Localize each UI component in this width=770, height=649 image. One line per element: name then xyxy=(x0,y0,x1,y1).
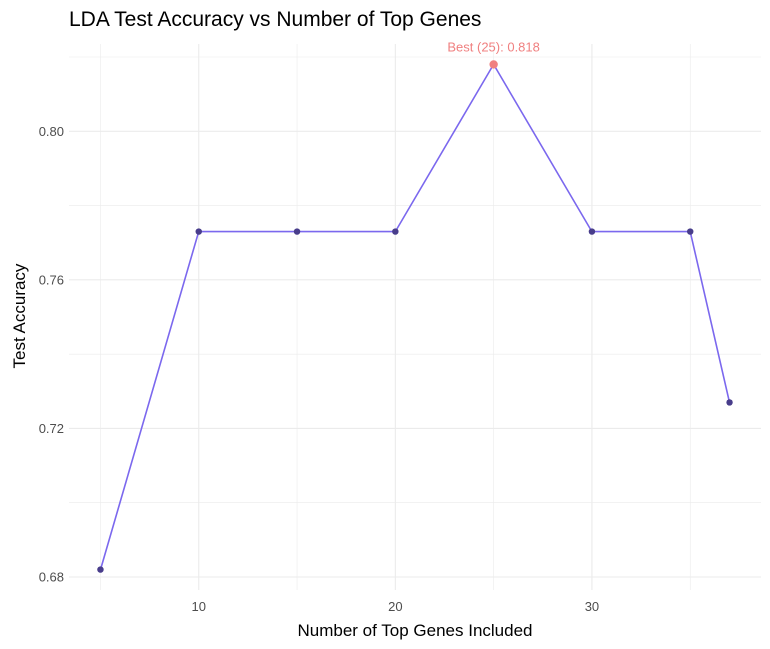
data-point xyxy=(293,228,301,235)
data-point xyxy=(687,228,694,235)
y-axis-title: Test Accuracy xyxy=(10,263,29,368)
data-point xyxy=(392,228,399,235)
best-point-marker xyxy=(489,60,498,69)
y-tick-label: 0.76 xyxy=(39,272,64,287)
series: Best (25): 0.818 xyxy=(97,39,733,573)
data-point xyxy=(195,228,202,235)
ticks: 10 20 30 0.68 0.72 0.76 0.80 xyxy=(39,124,599,614)
grid xyxy=(69,44,761,590)
y-tick-label: 0.68 xyxy=(39,570,64,585)
best-point-annotation: Best (25): 0.818 xyxy=(447,39,540,54)
x-tick-label: 20 xyxy=(388,599,402,614)
chart-title: LDA Test Accuracy vs Number of Top Genes xyxy=(69,8,481,31)
y-tick-label: 0.80 xyxy=(39,124,64,139)
x-axis-title: Number of Top Genes Included xyxy=(298,621,533,640)
data-point xyxy=(726,399,733,406)
y-tick-label: 0.72 xyxy=(39,421,64,436)
accuracy-line xyxy=(99,63,731,570)
x-tick-label: 30 xyxy=(585,599,599,614)
data-point xyxy=(588,228,596,235)
x-tick-label: 10 xyxy=(192,599,206,614)
data-point xyxy=(97,566,104,573)
